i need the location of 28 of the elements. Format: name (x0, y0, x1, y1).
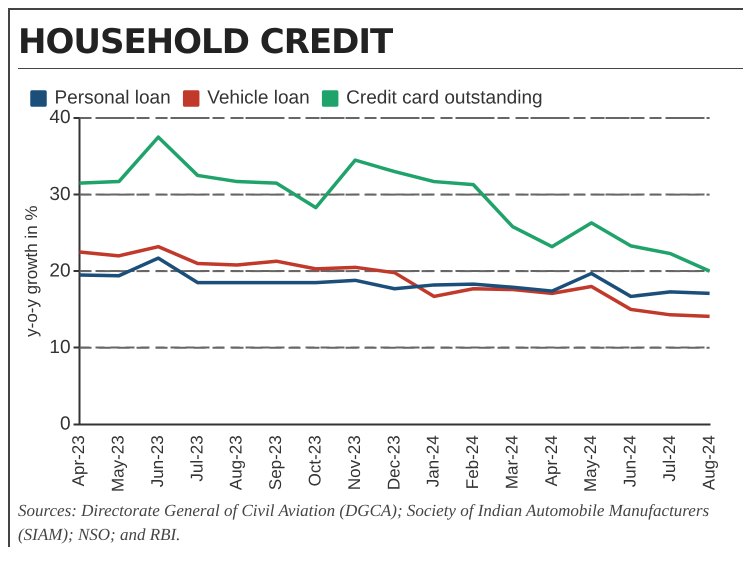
x-tick-label: Jun-23 (148, 435, 167, 488)
legend-label: Personal loan (54, 88, 171, 109)
x-tick-label: May-24 (581, 435, 600, 492)
y-axis-title: y-o-y growth in % (22, 205, 41, 337)
x-tick-label: Jul-23 (187, 435, 206, 482)
x-tick-label: Jan-24 (424, 435, 443, 488)
legend-label: Vehicle loan (207, 88, 310, 109)
x-tick-label: Apr-23 (69, 435, 88, 486)
x-tick-label: Aug-24 (699, 435, 718, 490)
x-tick-label: Oct-23 (305, 435, 324, 486)
x-tick-label: Apr-24 (542, 435, 561, 486)
x-tick-label: Nov-23 (344, 435, 364, 490)
x-tick-label: Sep-23 (266, 435, 286, 490)
y-tick-label: 30 (49, 184, 71, 205)
x-tick-label: Jun-24 (620, 435, 640, 488)
y-tick-label: 20 (49, 260, 71, 282)
legend-label: Credit card outstanding (346, 88, 543, 109)
source-note: Sources: Directorate General of Civil Aviation (DGCA); Society of Indian Automobile Manufacturers (SIAM); NSO; and RBI. (18, 500, 710, 546)
x-tick-label: Mar-24 (502, 435, 522, 490)
x-tick-label: Feb-24 (463, 435, 482, 490)
x-tick-label: Dec-23 (384, 435, 404, 490)
x-tick-label: Aug-23 (226, 435, 246, 490)
chart-title: HOUSEHOLD CREDIT (18, 10, 743, 69)
y-tick-label: 0 (60, 414, 71, 435)
x-tick-label: May-23 (108, 435, 128, 492)
y-tick-label: 10 (49, 336, 71, 358)
x-tick-label: Jul-24 (660, 435, 679, 482)
y-tick-label: 40 (49, 107, 71, 128)
